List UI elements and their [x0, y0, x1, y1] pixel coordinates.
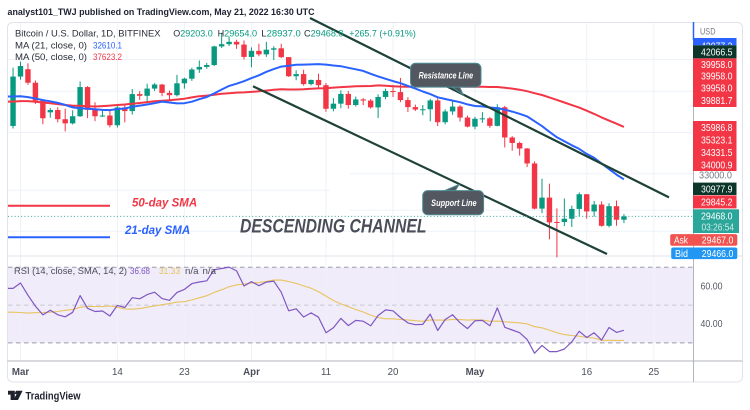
svg-text:37623.2: 37623.2 [93, 52, 122, 62]
svg-text:14: 14 [112, 367, 123, 378]
svg-text:20: 20 [388, 367, 399, 378]
svg-text:Resistance Line: Resistance Line [419, 70, 474, 80]
svg-text:L28937.0: L28937.0 [261, 29, 301, 39]
svg-text:29467.0: 29467.0 [702, 235, 734, 246]
svg-text:Mar: Mar [12, 367, 29, 378]
svg-text:23: 23 [179, 367, 190, 378]
svg-text:39881.7: 39881.7 [701, 96, 733, 107]
svg-text:31.33: 31.33 [159, 266, 180, 276]
svg-text:39958.0: 39958.0 [701, 60, 733, 71]
svg-text:USD: USD [700, 26, 716, 37]
svg-text:25: 25 [648, 367, 659, 378]
svg-text:Ask: Ask [674, 235, 689, 246]
svg-text:30977.9: 30977.9 [701, 184, 733, 195]
svg-text:O29203.0: O29203.0 [173, 29, 213, 39]
svg-text:Bid: Bid [675, 249, 688, 260]
svg-text:35323.1: 35323.1 [701, 135, 733, 146]
svg-text:03:26:54: 03:26:54 [702, 223, 735, 234]
svg-text:+265.7 (+0.91%): +265.7 (+0.91%) [349, 29, 416, 39]
svg-text:Bitcoin / U.S. Dollar, 1D, BIT: Bitcoin / U.S. Dollar, 1D, BITFINEX [15, 29, 161, 39]
svg-text:analyst101_TWJ published on Tr: analyst101_TWJ published on TradingView.… [8, 7, 315, 18]
svg-text:32610.1: 32610.1 [93, 40, 122, 50]
svg-text:33000.0: 33000.0 [699, 171, 732, 182]
svg-text:MA (50, close, 0): MA (50, close, 0) [15, 52, 87, 62]
svg-text:21-day SMA: 21-day SMA [124, 225, 190, 237]
svg-text:43077.2: 43077.2 [701, 42, 733, 53]
svg-text:H29654.0: H29654.0 [218, 29, 258, 39]
svg-text:36.68: 36.68 [130, 266, 150, 276]
svg-text:29466.0: 29466.0 [702, 249, 734, 260]
svg-text:35986.8: 35986.8 [701, 123, 733, 134]
svg-text:29468.0: 29468.0 [701, 212, 733, 223]
svg-text:n/a: n/a [185, 266, 199, 276]
svg-text:Support Line: Support Line [431, 198, 477, 208]
svg-text:11: 11 [321, 367, 331, 378]
svg-text:RSI (14, close, SMA, 14, 2): RSI (14, close, SMA, 14, 2) [14, 266, 127, 276]
svg-text:DESCENDING CHANNEL: DESCENDING CHANNEL [240, 216, 427, 237]
svg-text:34331.5: 34331.5 [701, 148, 733, 159]
svg-text:May: May [466, 367, 485, 378]
svg-text:n/a: n/a [203, 266, 217, 276]
svg-text:39958.0: 39958.0 [701, 72, 733, 83]
svg-text:16: 16 [581, 367, 592, 378]
svg-text:60.00: 60.00 [701, 281, 723, 292]
svg-text:40.00: 40.00 [701, 319, 723, 330]
svg-text:TradingView: TradingView [26, 391, 82, 403]
svg-text:39958.0: 39958.0 [701, 84, 733, 95]
svg-text:C29468.8: C29468.8 [304, 29, 344, 39]
svg-text:42066.5: 42066.5 [701, 47, 733, 58]
svg-text:34000.9: 34000.9 [701, 160, 733, 171]
svg-text:Apr: Apr [243, 367, 260, 378]
svg-text:50-day SMA: 50-day SMA [132, 198, 197, 210]
svg-text:MA (21, close, 0): MA (21, close, 0) [15, 40, 87, 50]
svg-text:29845.2: 29845.2 [701, 198, 733, 209]
